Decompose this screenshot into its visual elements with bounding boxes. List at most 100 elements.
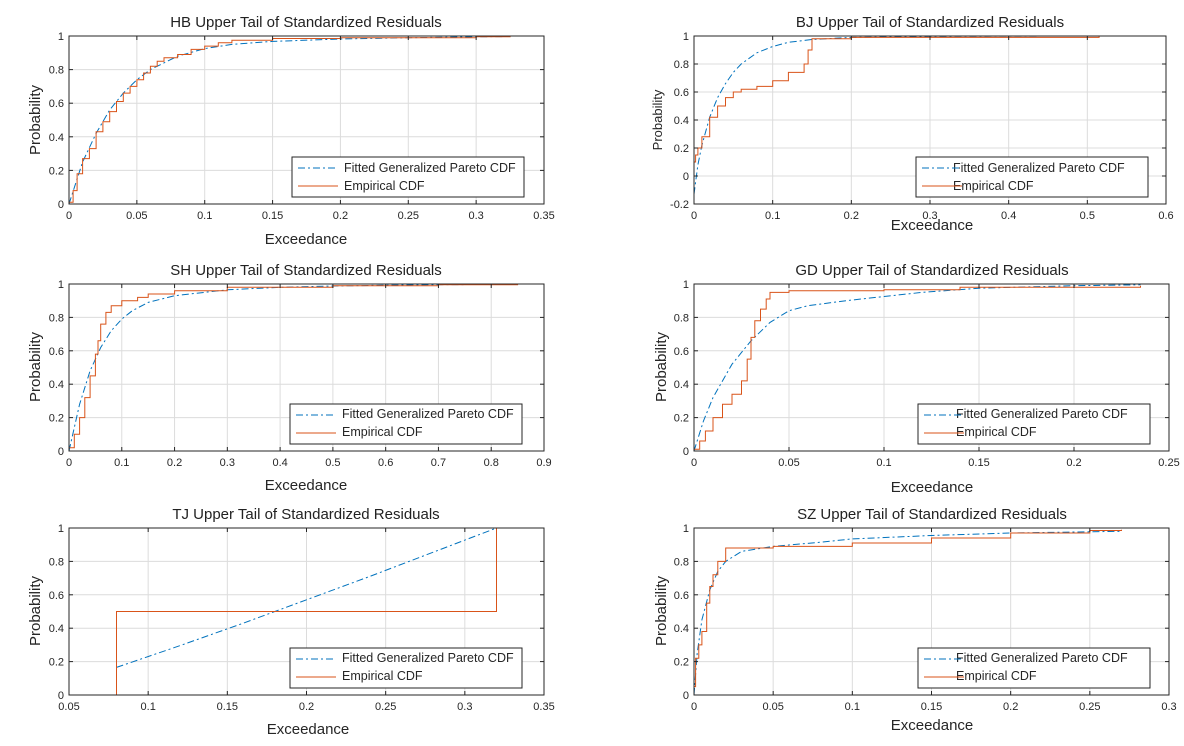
legend-box — [915, 156, 1149, 198]
y-tick-label: 0.6 — [674, 87, 689, 99]
y-axis-label: Probability — [27, 575, 44, 646]
legend-box — [289, 403, 523, 445]
y-tick-label: 0 — [58, 446, 64, 458]
empirical-cdf-line — [116, 528, 497, 695]
y-tick-label: 0.2 — [49, 413, 64, 425]
y-tick-label: 0.6 — [674, 346, 689, 358]
chart-title: GD Upper Tail of Standardized Residuals — [795, 262, 1068, 279]
y-tick-label: 0.4 — [49, 379, 64, 391]
x-tick-label: 0.2 — [333, 210, 348, 222]
x-tick-label: 0.1 — [845, 701, 860, 713]
x-tick-label: 0.1 — [876, 457, 891, 469]
x-tick-label: 0.35 — [533, 701, 554, 713]
y-tick-label: 0 — [58, 199, 64, 211]
y-tick-label: 1 — [58, 279, 64, 291]
x-tick-label: 0.05 — [778, 457, 799, 469]
legend-label-fitted: Fitted Generalized Pareto CDF — [342, 407, 514, 421]
chart-title: HB Upper Tail of Standardized Residuals — [170, 14, 442, 31]
y-tick-label: 0.8 — [49, 312, 64, 324]
legend-label-empirical: Empirical CDF — [344, 179, 425, 193]
x-tick-label: 0.25 — [375, 701, 396, 713]
y-tick-label: 0 — [683, 690, 689, 702]
x-tick-label: 0.25 — [398, 210, 419, 222]
x-tick-label: 0.1 — [114, 457, 129, 469]
legend-label-empirical: Empirical CDF — [956, 425, 1037, 439]
legend-label-empirical: Empirical CDF — [956, 669, 1037, 683]
x-tick-label: 0.8 — [484, 457, 499, 469]
legend-box — [917, 403, 1151, 445]
y-tick-label: 0.4 — [49, 132, 64, 144]
x-axis-label: Exceedance — [265, 231, 348, 248]
x-tick-label: 0.15 — [262, 210, 283, 222]
y-tick-label: 0.6 — [49, 98, 64, 110]
y-tick-label: 0.6 — [674, 590, 689, 602]
y-axis-label: Probability — [27, 84, 44, 155]
y-axis-label: Probability — [27, 331, 44, 402]
x-tick-label: 0.3 — [1161, 701, 1176, 713]
fitted-pareto-cdf-line — [694, 530, 1122, 695]
legend-box — [917, 647, 1151, 689]
axes-box — [68, 35, 545, 205]
panel-sh: SH Upper Tail of Standardized Residuals … — [27, 262, 552, 494]
legend-label-fitted: Fitted Generalized Pareto CDF — [953, 161, 1125, 175]
x-tick-label: 0.5 — [1080, 210, 1095, 222]
x-tick-label: 0.2 — [167, 457, 182, 469]
legend-label-empirical: Empirical CDF — [342, 669, 423, 683]
x-tick-label: 0.1 — [197, 210, 212, 222]
empirical-cdf-line — [69, 36, 511, 203]
x-tick-label: 0.05 — [58, 701, 79, 713]
x-tick-label: 0 — [66, 210, 72, 222]
y-tick-label: -0.2 — [670, 199, 689, 211]
x-tick-label: 0.1 — [141, 701, 156, 713]
x-axis-label: Exceedance — [891, 217, 974, 234]
y-tick-label: 0.4 — [674, 623, 689, 635]
y-axis-label: Probability — [650, 89, 665, 150]
y-tick-label: 0.2 — [49, 165, 64, 177]
empirical-cdf-line — [694, 529, 1122, 688]
legend-label-fitted: Fitted Generalized Pareto CDF — [342, 651, 514, 665]
legend-label-fitted: Fitted Generalized Pareto CDF — [344, 161, 516, 175]
y-tick-label: 0.8 — [674, 312, 689, 324]
chart-title: TJ Upper Tail of Standardized Residuals — [172, 506, 439, 523]
legend-box — [291, 156, 525, 198]
x-tick-label: 0.7 — [431, 457, 446, 469]
x-tick-label: 0 — [691, 701, 697, 713]
y-tick-label: 0.4 — [674, 115, 689, 127]
y-tick-label: 0 — [58, 690, 64, 702]
x-tick-label: 0.2 — [299, 701, 314, 713]
y-tick-label: 0.4 — [674, 379, 689, 391]
x-tick-label: 0 — [691, 210, 697, 222]
y-axis-label: Probability — [653, 331, 670, 402]
x-tick-label: 0.3 — [220, 457, 235, 469]
x-tick-label: 0.35 — [533, 210, 554, 222]
x-tick-label: 0.4 — [272, 457, 287, 469]
x-axis-label: Exceedance — [891, 479, 974, 496]
x-tick-label: 0.4 — [1001, 210, 1016, 222]
legend-label-fitted: Fitted Generalized Pareto CDF — [956, 651, 1128, 665]
y-tick-label: 1 — [683, 31, 689, 43]
x-tick-label: 0.6 — [378, 457, 393, 469]
x-tick-label: 0.05 — [762, 701, 783, 713]
y-tick-label: 0.2 — [49, 657, 64, 669]
y-tick-label: 1 — [683, 523, 689, 535]
x-tick-label: 0.05 — [126, 210, 147, 222]
y-tick-label: 0.8 — [49, 65, 64, 77]
x-axis-label: Exceedance — [891, 717, 974, 734]
y-tick-label: 0.8 — [49, 556, 64, 568]
y-tick-label: 0.2 — [674, 143, 689, 155]
empirical-cdf-line — [694, 285, 1141, 450]
panel-sz: SZ Upper Tail of Standardized Residuals … — [653, 506, 1177, 734]
y-tick-label: 0.8 — [674, 556, 689, 568]
chart-title: SH Upper Tail of Standardized Residuals — [170, 262, 442, 279]
x-axis-label: Exceedance — [267, 721, 350, 738]
x-tick-label: 0.5 — [325, 457, 340, 469]
x-axis-label: Exceedance — [265, 477, 348, 494]
y-tick-label: 1 — [58, 523, 64, 535]
x-tick-label: 0.25 — [1158, 457, 1179, 469]
x-tick-label: 0.15 — [921, 701, 942, 713]
x-tick-label: 0.2 — [844, 210, 859, 222]
y-tick-label: 0.4 — [49, 623, 64, 635]
x-tick-label: 0.15 — [968, 457, 989, 469]
axes-box — [693, 283, 1170, 452]
